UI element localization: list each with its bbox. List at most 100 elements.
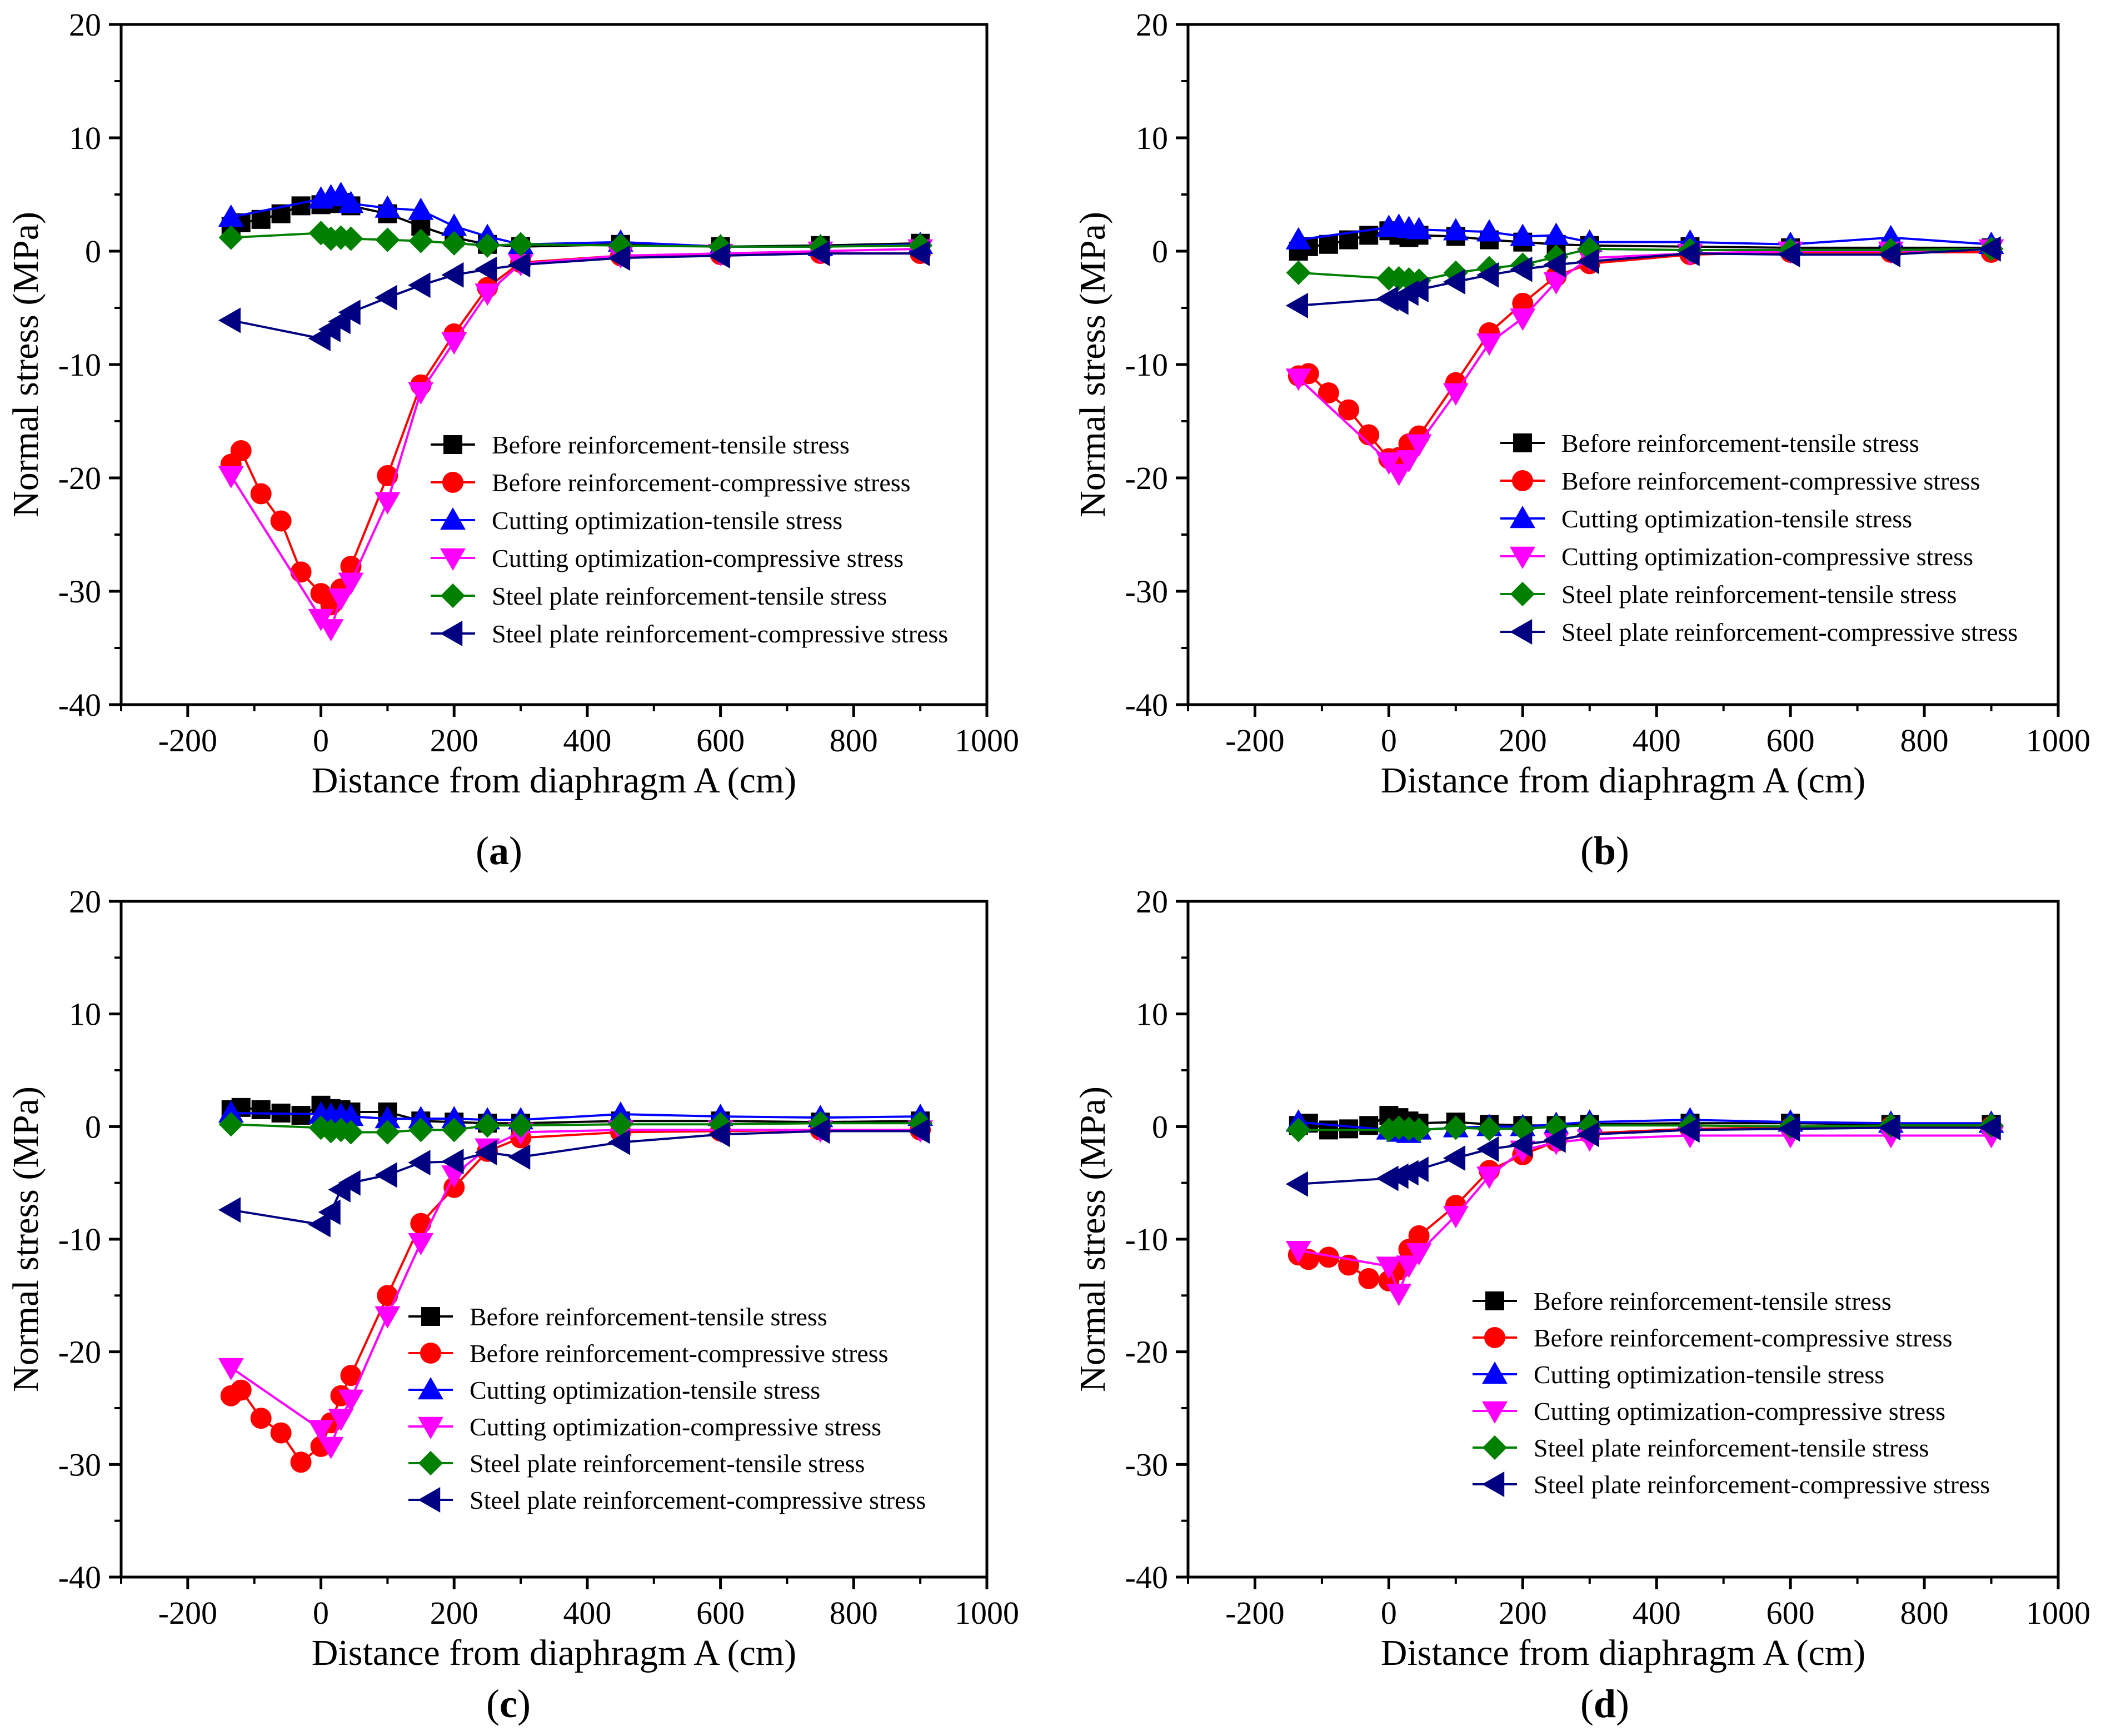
data-point — [218, 1197, 241, 1223]
data-point — [1543, 252, 1566, 278]
data-point — [1338, 399, 1360, 421]
legend-marker — [1482, 1361, 1508, 1384]
data-point — [1339, 1119, 1359, 1139]
data-point — [1396, 1255, 1422, 1278]
panel-label-letter: d — [1594, 1682, 1616, 1726]
x-tick-label: 400 — [1633, 1595, 1681, 1631]
y-tick-label: 20 — [1136, 7, 1168, 43]
data-point — [1406, 434, 1432, 457]
data-point — [408, 197, 434, 220]
y-tick-label: 20 — [1136, 884, 1168, 920]
data-point — [308, 221, 333, 246]
data-point — [1317, 1246, 1339, 1268]
y-tick-label: -40 — [58, 1559, 101, 1595]
data-point — [291, 196, 311, 216]
data-point — [230, 1379, 252, 1401]
x-tick-label: 800 — [830, 1595, 878, 1631]
legend-label: Cutting optimization-tensile stress — [1561, 505, 1912, 533]
data-point — [508, 252, 531, 278]
legend-label: Steel plate reinforcement-compressive st… — [492, 620, 948, 648]
x-tick-label: 0 — [313, 722, 329, 759]
data-point — [475, 233, 500, 258]
data-point — [607, 245, 631, 271]
data-point — [338, 1389, 364, 1412]
data-point — [1285, 227, 1311, 250]
data-point — [377, 1285, 398, 1306]
panel-label: (d) — [1580, 1682, 1629, 1726]
legend-marker — [1482, 1401, 1508, 1424]
panel-label-letter: c — [500, 1682, 517, 1726]
x-tick-label: 400 — [1633, 722, 1681, 759]
x-tick-label: -200 — [158, 1595, 217, 1631]
data-point — [218, 466, 244, 488]
data-point — [1376, 1256, 1402, 1279]
data-point — [1406, 1156, 1429, 1183]
data-point — [1677, 1117, 1700, 1143]
data-point — [1406, 217, 1432, 240]
x-tick-label: 600 — [1766, 722, 1815, 759]
y-tick-label: 10 — [1136, 996, 1168, 1032]
legend-label: Cutting optimization-tensile stress — [492, 506, 842, 535]
data-point — [1543, 1127, 1566, 1153]
panel-label-open: ( — [476, 829, 489, 873]
legend-label: Steel plate reinforcement-compressive st… — [470, 1486, 926, 1514]
x-tick-label: 800 — [1900, 1595, 1949, 1631]
panel-label-open: ( — [486, 1682, 500, 1726]
legend-marker — [440, 583, 466, 608]
data-point — [375, 1120, 400, 1145]
y-tick-label: -40 — [1125, 687, 1168, 723]
panel-label-open: ( — [1580, 1682, 1594, 1726]
x-tick-label: -200 — [1225, 1595, 1284, 1631]
y-tick-label: -20 — [1125, 460, 1168, 496]
panel-label-close: ) — [509, 829, 522, 873]
data-point — [441, 262, 464, 288]
y-tick-label: -30 — [58, 1446, 101, 1483]
y-tick-label: 10 — [69, 996, 101, 1032]
x-axis-title: Distance from diaphragm A (cm) — [312, 760, 796, 801]
data-point — [338, 226, 363, 251]
data-point — [408, 1106, 434, 1129]
x-tick-label: 1000 — [955, 1595, 1019, 1631]
data-point — [807, 1118, 830, 1144]
data-point — [1285, 1171, 1308, 1197]
legend-label: Cutting optimization-compressive stress — [1561, 542, 1973, 571]
legend: Before reinforcement-tensile stress Befor… — [431, 431, 948, 648]
legend-label: Before reinforcement-compressive stress — [492, 468, 911, 497]
series-5 — [218, 1118, 930, 1238]
data-point — [1359, 1116, 1379, 1135]
data-point — [375, 1306, 401, 1329]
data-point — [250, 1408, 272, 1429]
data-point — [1386, 463, 1412, 486]
data-point — [1476, 1166, 1503, 1189]
y-tick-label: 10 — [69, 120, 101, 156]
data-point — [1878, 242, 1901, 268]
x-tick-label: 0 — [313, 1595, 329, 1631]
chart-panel-b: -200 0 200 400 600 800 1000 20 10 0 -10 -20 -30 -40 Di… — [1072, 7, 2090, 873]
series-5 — [1285, 1115, 2001, 1197]
legend: Before reinforcement-tensile stress Befor… — [408, 1303, 926, 1514]
legend-marker — [1485, 1291, 1504, 1310]
data-point — [1408, 1225, 1430, 1246]
data-point — [218, 1112, 243, 1137]
panel-label: (c) — [486, 1682, 531, 1726]
y-tick-label: 0 — [85, 233, 101, 270]
legend-marker — [418, 1377, 443, 1400]
y-axis-title: Normal stress (MPa) — [1072, 212, 1113, 517]
legend-label: Cutting optimization-tensile stress — [1534, 1360, 1884, 1389]
x-tick-label: 1000 — [955, 722, 1019, 759]
legend: Before reinforcement-tensile stress Befor… — [1500, 429, 2018, 646]
data-point — [1778, 1116, 1800, 1142]
legend-marker — [1510, 619, 1533, 645]
legend-label: Before reinforcement-tensile stress — [1561, 429, 1919, 457]
data-point — [408, 382, 434, 405]
legend-label: Cutting optimization-compressive stress — [492, 544, 904, 572]
data-point — [1510, 256, 1533, 282]
panel-label-close: ) — [517, 1682, 531, 1726]
data-point — [1376, 1165, 1399, 1191]
legend-label: Steel plate reinforcement-tensile stress — [470, 1449, 865, 1478]
legend-label: Steel plate reinforcement-compressive st… — [1561, 618, 2018, 646]
data-point — [1406, 1118, 1431, 1143]
data-point — [318, 619, 344, 642]
y-tick-label: 0 — [85, 1109, 101, 1145]
y-tick-label: -40 — [58, 687, 101, 723]
